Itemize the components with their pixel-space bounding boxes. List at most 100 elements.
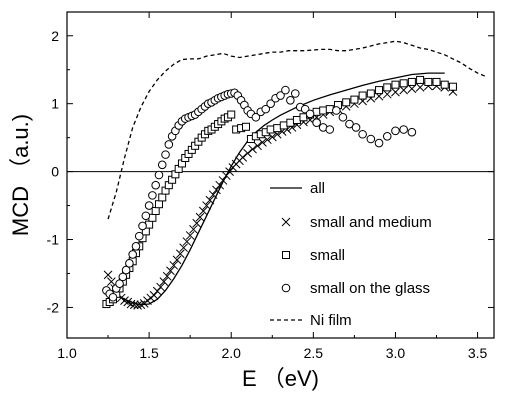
data-point-small-on-the-glass — [325, 125, 335, 134]
x-marker-stroke — [182, 237, 192, 246]
x-marker-stroke — [185, 231, 195, 240]
data-point-small-and-medium — [202, 201, 211, 210]
data-point-small — [366, 89, 375, 98]
data-point-small — [158, 193, 167, 202]
x-marker-stroke — [258, 138, 267, 147]
data-point-small-and-medium — [182, 237, 192, 246]
x-tick-label: 1.5 — [139, 345, 159, 361]
y-tick-label: 0 — [51, 164, 59, 180]
data-point-small-and-medium — [243, 148, 253, 158]
legend-label: Ni film — [310, 312, 352, 329]
data-point-small-and-medium — [166, 266, 175, 276]
x-marker-stroke — [215, 180, 225, 190]
x-tick-label: 3.0 — [386, 345, 406, 361]
legend-label: small and medium — [310, 214, 432, 231]
data-point-small-and-medium — [212, 185, 221, 195]
x-marker-stroke — [166, 266, 175, 276]
data-point-small — [273, 124, 282, 133]
x-marker-stroke — [205, 195, 215, 205]
series-small-on-the-glass — [102, 85, 417, 302]
data-point-small-on-the-glass — [374, 138, 384, 148]
data-point-small-and-medium — [156, 282, 165, 292]
data-point-small — [424, 77, 433, 86]
data-point-small — [350, 95, 359, 104]
x-marker-stroke — [208, 190, 218, 200]
x-marker-stroke — [267, 132, 277, 142]
data-point-small-and-medium — [175, 249, 185, 259]
data-point-small-and-medium — [248, 144, 257, 154]
x-tick-label: 2.0 — [221, 345, 241, 361]
x-marker-stroke — [159, 277, 169, 286]
data-point-small-and-medium — [179, 243, 188, 253]
data-point-small-on-the-glass — [286, 95, 295, 105]
data-point-small — [319, 106, 328, 115]
data-point-small — [154, 200, 163, 209]
data-point-small-on-the-glass — [358, 129, 367, 139]
x-marker-stroke — [391, 87, 400, 97]
data-point-small — [286, 118, 295, 127]
data-point-small-on-the-glass — [121, 265, 131, 275]
data-point-small-and-medium — [189, 224, 198, 234]
data-point-small — [399, 79, 408, 88]
data-point-small-on-the-glass — [266, 99, 275, 108]
x-marker-stroke — [382, 89, 392, 99]
data-point-small-and-medium — [407, 84, 417, 94]
x-marker-stroke — [106, 277, 116, 286]
legend-marker-small — [282, 251, 290, 259]
data-point-small-and-medium — [185, 231, 195, 240]
data-point-small-and-medium — [103, 270, 113, 280]
data-point-small-and-medium — [172, 255, 182, 265]
data-point-small-and-medium — [129, 300, 139, 310]
legend-label: all — [310, 180, 325, 197]
x-marker-stroke — [120, 296, 129, 305]
x-marker-stroke — [156, 282, 165, 292]
series-small — [102, 75, 457, 309]
legend: all small and medium small small on the gla… — [270, 180, 432, 329]
data-point-small-and-medium — [106, 277, 116, 286]
data-point-small-and-medium — [162, 271, 172, 281]
x-marker-stroke — [169, 260, 179, 270]
data-point-small-on-the-glass — [148, 191, 157, 200]
data-point-small-and-medium — [152, 286, 162, 296]
data-point-small — [358, 91, 367, 100]
data-point-small — [383, 83, 392, 92]
data-point-small-on-the-glass — [134, 231, 144, 241]
data-point-small-on-the-glass — [312, 118, 321, 128]
legend-item-small-on-the-glass: small on the glass — [281, 280, 430, 297]
legend-label: small on the glass — [310, 280, 430, 297]
data-point-small-and-medium — [225, 167, 234, 176]
data-point-small — [375, 86, 384, 95]
x-tick-label: 1.0 — [57, 345, 77, 361]
data-point-small-on-the-glass — [382, 131, 392, 141]
data-point-small-and-medium — [195, 212, 205, 222]
legend-marker-small-on-the-glass — [281, 283, 291, 293]
data-point-small-on-the-glass — [276, 91, 285, 100]
data-point-small — [279, 121, 288, 130]
data-point-small-on-the-glass — [154, 170, 164, 180]
x-marker-stroke — [195, 212, 205, 222]
data-point-small-and-medium — [391, 87, 400, 97]
y-tick-label: -1 — [47, 232, 60, 248]
legend-marker-small-and-medium — [281, 217, 291, 227]
data-point-small-on-the-glass — [138, 221, 147, 231]
data-point-small-on-the-glass — [128, 250, 137, 259]
data-point-small-on-the-glass — [391, 126, 400, 136]
data-point-small-on-the-glass — [115, 279, 124, 288]
series-group — [102, 40, 487, 310]
x-marker-stroke — [399, 85, 409, 95]
data-point-small-and-medium — [192, 218, 202, 228]
data-point-small-and-medium — [215, 180, 225, 190]
x-marker-stroke — [123, 297, 133, 307]
data-point-small-and-medium — [221, 171, 231, 181]
x-marker-stroke — [282, 125, 292, 134]
x-marker-stroke — [133, 301, 142, 310]
data-point-small-and-medium — [218, 176, 228, 185]
data-point-small-on-the-glass — [366, 134, 376, 144]
data-point-small-on-the-glass — [161, 150, 170, 159]
data-point-small-and-medium — [133, 301, 142, 310]
data-point-small-and-medium — [382, 89, 392, 99]
data-point-small-on-the-glass — [305, 109, 315, 119]
x-marker-stroke — [243, 148, 253, 158]
x-marker-stroke — [162, 271, 172, 281]
